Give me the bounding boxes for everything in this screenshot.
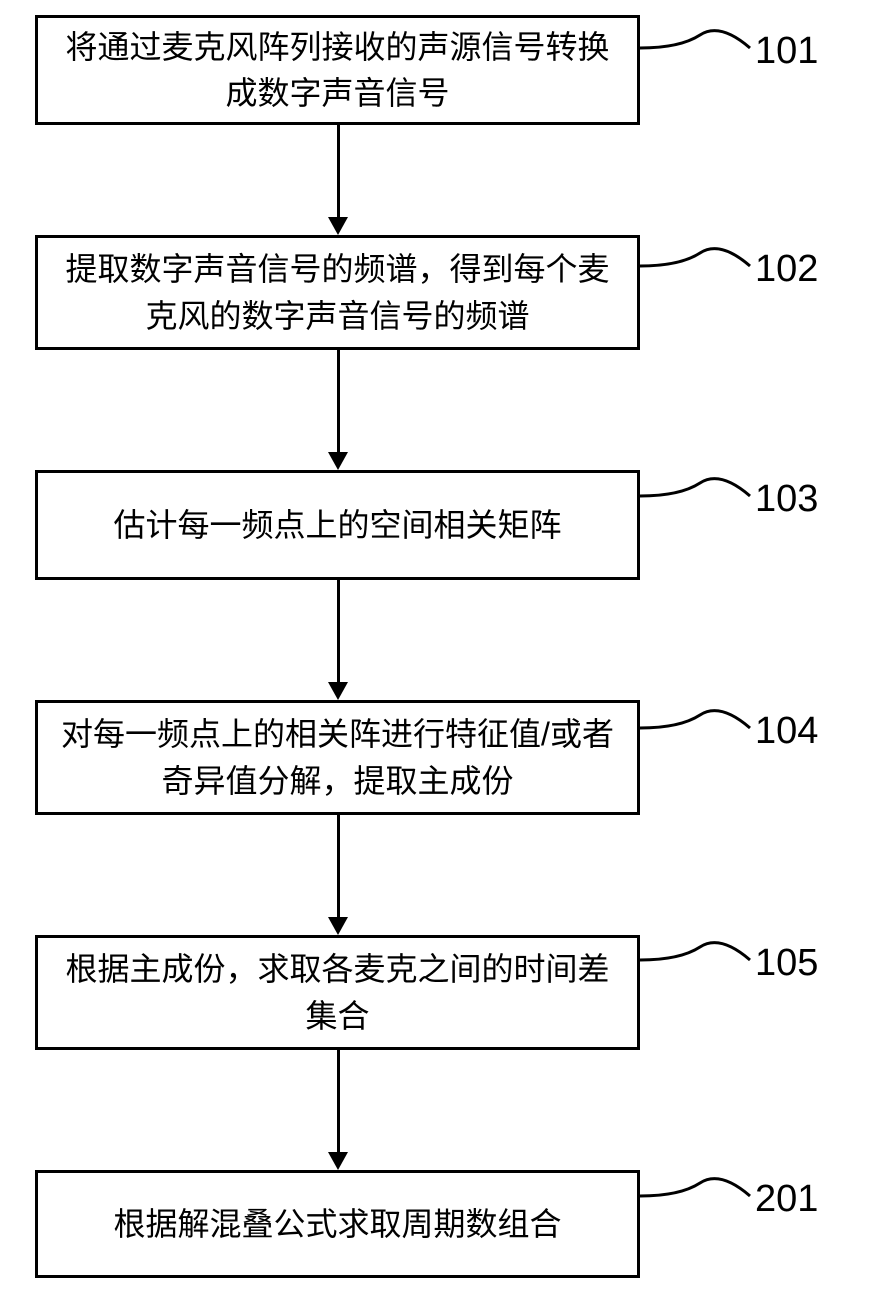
arrow-head-2-3 — [328, 452, 348, 470]
flowchart-node-2: 提取数字声音信号的频谱，得到每个麦克风的数字声音信号的频谱 — [35, 235, 640, 350]
flowchart-container: 将通过麦克风阵列接收的声源信号转换成数字声音信号 101 提取数字声音信号的频谱… — [0, 0, 884, 1309]
flowchart-node-6: 根据解混叠公式求取周期数组合 — [35, 1170, 640, 1278]
connector-1 — [640, 30, 755, 75]
connector-6 — [640, 1178, 755, 1223]
label-101: 101 — [755, 30, 818, 73]
arrow-3-4 — [337, 580, 340, 682]
node-2-text: 提取数字声音信号的频谱，得到每个麦克风的数字声音信号的频谱 — [53, 246, 622, 339]
arrow-5-6 — [337, 1050, 340, 1152]
arrow-head-1-2 — [328, 217, 348, 235]
node-5-text: 根据主成份，求取各麦克之间的时间差集合 — [53, 946, 622, 1039]
flowchart-node-4: 对每一频点上的相关阵进行特征值/或者奇异值分解，提取主成份 — [35, 700, 640, 815]
flowchart-node-1: 将通过麦克风阵列接收的声源信号转换成数字声音信号 — [35, 15, 640, 125]
node-6-text: 根据解混叠公式求取周期数组合 — [113, 1201, 561, 1247]
label-102: 102 — [755, 248, 818, 291]
label-201: 201 — [755, 1178, 818, 1221]
arrow-4-5 — [337, 815, 340, 917]
node-4-text: 对每一频点上的相关阵进行特征值/或者奇异值分解，提取主成份 — [53, 711, 622, 804]
connector-4 — [640, 710, 755, 755]
label-103: 103 — [755, 478, 818, 521]
node-1-text: 将通过麦克风阵列接收的声源信号转换成数字声音信号 — [53, 24, 622, 117]
arrow-1-2 — [337, 125, 340, 217]
label-104: 104 — [755, 710, 818, 753]
flowchart-node-3: 估计每一频点上的空间相关矩阵 — [35, 470, 640, 580]
label-105: 105 — [755, 942, 818, 985]
arrow-head-5-6 — [328, 1152, 348, 1170]
arrow-head-3-4 — [328, 682, 348, 700]
connector-2 — [640, 248, 755, 293]
connector-3 — [640, 478, 755, 523]
connector-5 — [640, 942, 755, 987]
arrow-2-3 — [337, 350, 340, 452]
arrow-head-4-5 — [328, 917, 348, 935]
node-3-text: 估计每一频点上的空间相关矩阵 — [113, 502, 561, 548]
flowchart-node-5: 根据主成份，求取各麦克之间的时间差集合 — [35, 935, 640, 1050]
